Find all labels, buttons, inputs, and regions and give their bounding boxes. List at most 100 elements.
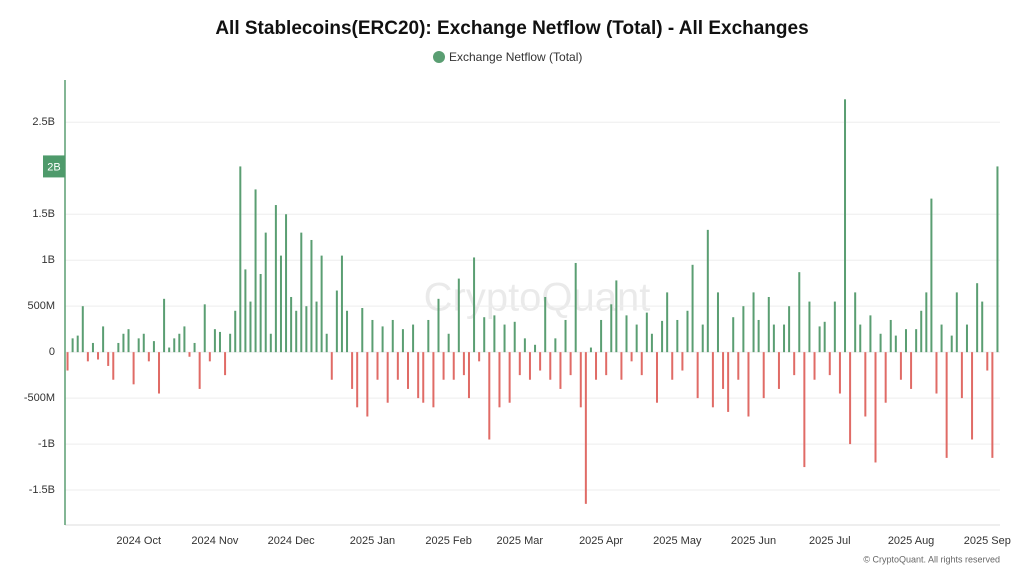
legend-label[interactable]: Exchange Netflow (Total) — [449, 50, 582, 64]
bar — [889, 319, 892, 353]
bar — [742, 306, 745, 353]
bar — [620, 352, 623, 380]
bar — [158, 352, 161, 394]
bar — [706, 229, 709, 353]
bar — [274, 205, 277, 353]
bar — [346, 310, 349, 353]
bar — [991, 352, 994, 458]
bar — [666, 292, 669, 353]
bar — [208, 352, 211, 362]
current-value-badge — [43, 155, 65, 178]
bar — [899, 352, 902, 380]
bar — [508, 352, 511, 403]
x-tick-label: 2025 Jul — [809, 535, 851, 547]
bar — [168, 347, 171, 353]
bar — [752, 292, 755, 353]
bar — [198, 352, 201, 389]
bar — [254, 189, 257, 353]
current-value-label: 2B — [47, 161, 60, 173]
bar — [584, 352, 587, 504]
bar — [965, 324, 968, 353]
bar — [732, 317, 735, 353]
bar — [457, 278, 460, 353]
bar — [315, 301, 318, 353]
bar — [290, 296, 293, 353]
bar — [401, 329, 404, 353]
bar — [325, 333, 328, 353]
bar — [864, 352, 867, 417]
bar — [371, 319, 374, 353]
bar — [422, 352, 425, 403]
bar — [661, 320, 664, 353]
bar — [513, 321, 516, 353]
bar — [528, 352, 531, 380]
bar — [777, 352, 780, 389]
bar — [417, 352, 420, 399]
bar — [305, 306, 308, 353]
watermark: CryptoQuant — [424, 276, 651, 320]
bar — [874, 352, 877, 463]
bar — [569, 352, 572, 376]
bar — [483, 317, 486, 353]
bar — [437, 298, 440, 353]
bar — [803, 352, 806, 468]
bar — [107, 352, 110, 366]
bar — [849, 352, 852, 445]
bar — [549, 352, 552, 380]
bar — [269, 333, 272, 353]
bar — [76, 335, 79, 353]
bar — [163, 298, 166, 353]
bar — [376, 352, 379, 380]
bar — [747, 352, 750, 417]
x-tick-label: 2025 May — [653, 535, 702, 547]
bar — [904, 329, 907, 353]
bar — [859, 324, 862, 353]
bar — [818, 326, 821, 353]
bar — [625, 315, 628, 353]
copyright: © CryptoQuant. All rights reserved — [863, 554, 1000, 564]
bar — [630, 352, 633, 362]
bar — [950, 335, 953, 353]
bar — [396, 352, 399, 380]
bar — [66, 352, 69, 371]
bar — [229, 333, 232, 353]
bar — [589, 347, 592, 353]
bar — [473, 257, 476, 353]
bar — [960, 352, 963, 399]
bar — [701, 324, 704, 353]
bar — [645, 312, 648, 353]
bar — [310, 239, 313, 353]
bar — [213, 329, 216, 353]
bar — [142, 333, 145, 353]
x-tick-label: 2024 Oct — [116, 535, 161, 547]
bar — [762, 352, 765, 399]
bar — [478, 352, 481, 362]
bar — [183, 326, 186, 353]
bar — [264, 232, 267, 353]
bar — [407, 352, 410, 389]
bar — [574, 262, 577, 353]
bar — [203, 304, 206, 353]
x-tick-label: 2025 Apr — [579, 535, 623, 547]
bar — [462, 352, 465, 376]
bar — [920, 310, 923, 353]
bar — [610, 304, 613, 353]
y-tick-label: 0 — [49, 346, 55, 358]
bar — [579, 352, 582, 408]
bar — [554, 338, 557, 353]
bar — [127, 329, 130, 353]
bar — [112, 352, 115, 380]
bar — [757, 319, 760, 353]
bar — [930, 198, 933, 353]
bar — [600, 319, 603, 353]
bar — [971, 352, 974, 440]
bar — [539, 352, 542, 371]
bar — [650, 333, 653, 353]
bar — [534, 344, 537, 353]
bar — [493, 315, 496, 353]
bar — [945, 352, 948, 458]
bar — [432, 352, 435, 408]
bar — [823, 321, 826, 353]
bar — [894, 335, 897, 353]
